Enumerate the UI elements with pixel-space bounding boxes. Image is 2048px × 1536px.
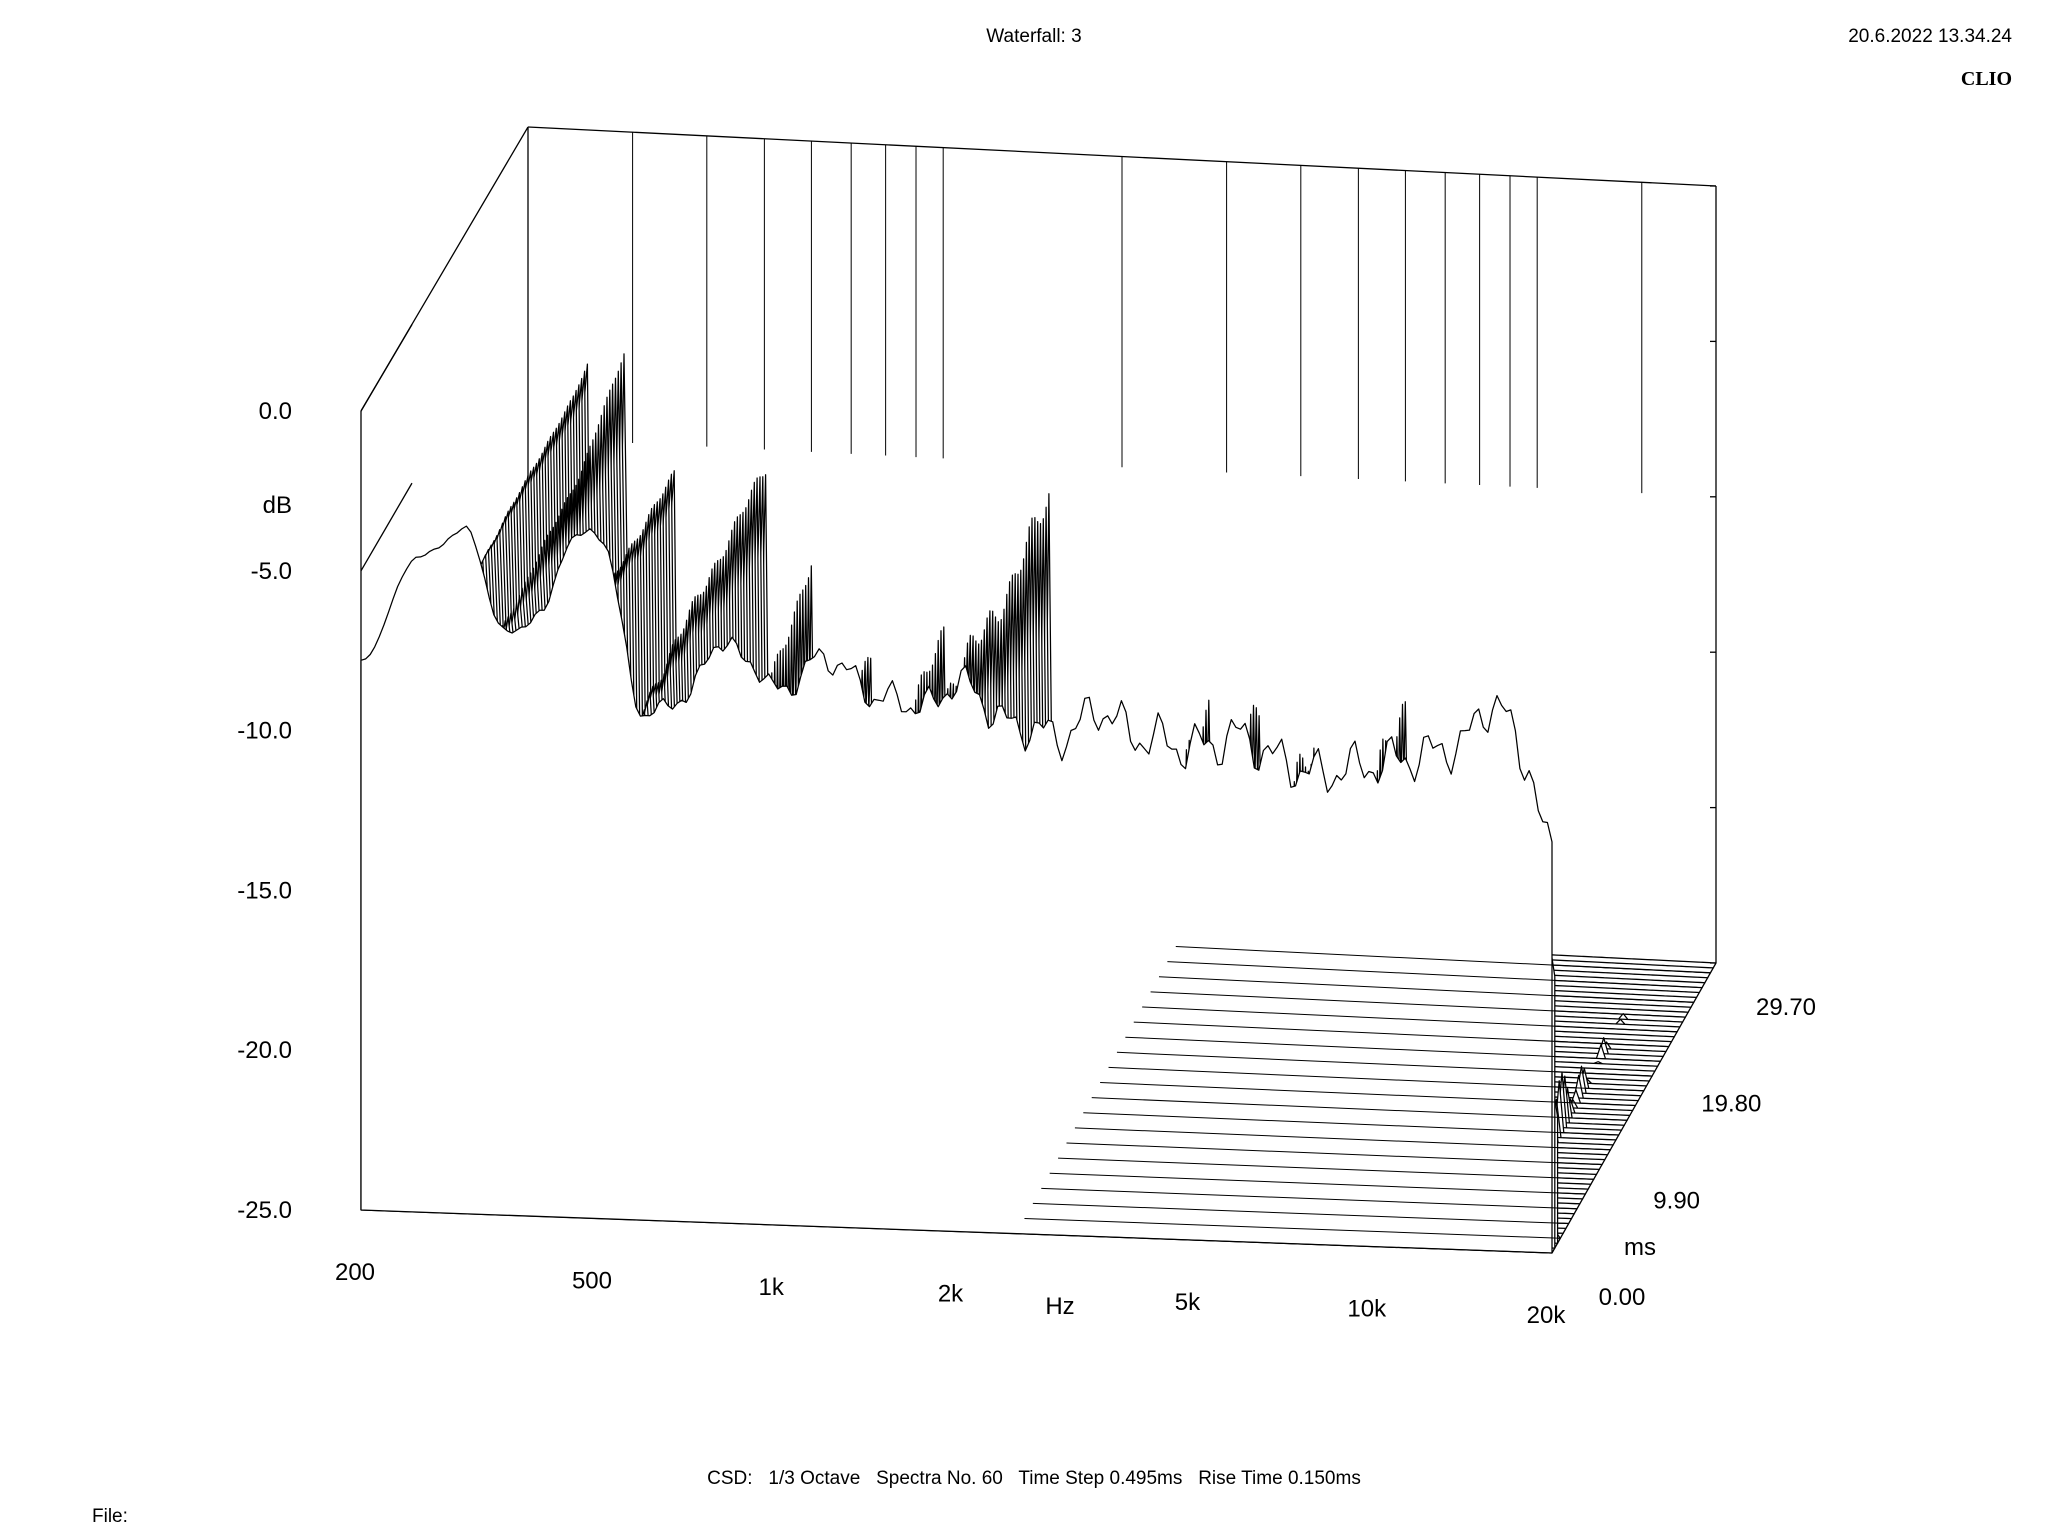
z-tick-label: 29.70 xyxy=(1756,994,1816,1021)
floor-time-line xyxy=(1041,1187,1578,1210)
floor-time-line xyxy=(1024,1218,1561,1239)
floor-time-line xyxy=(1016,1233,1553,1254)
spectrum-trace-0 xyxy=(360,525,1553,1254)
waterfall-spectra xyxy=(360,353,1717,1254)
z-tick-label: 9.90 xyxy=(1653,1187,1700,1214)
floor-time-line xyxy=(1049,1172,1586,1195)
file-label: File: xyxy=(92,1506,128,1527)
x-tick-label: 1k xyxy=(759,1274,785,1301)
clio-logo: CLIO xyxy=(1961,68,2012,90)
floor-time-line xyxy=(1142,1006,1678,1033)
csd-info: CSD: 1/3 Octave Spectra No. 60 Time Step… xyxy=(707,1468,1361,1489)
floor-time-line xyxy=(1066,1142,1603,1166)
y-tick-label: 0.0 xyxy=(259,398,292,425)
datetime-stamp: 20.6.2022 13.34.24 xyxy=(1848,26,2012,47)
y-gridline xyxy=(360,482,413,572)
floor-time-line xyxy=(1108,1066,1644,1092)
y-tick-label: -5.0 xyxy=(251,558,292,585)
x-tick-label: 20k xyxy=(1527,1302,1567,1329)
x-axis-ticks: 200 500 1k 2k 5k 10k 20k xyxy=(335,1259,1566,1329)
floor-time-line xyxy=(1091,1097,1628,1121)
floor-time-line xyxy=(1167,961,1703,989)
y-tick-label: -25.0 xyxy=(237,1197,292,1224)
chart-title: Waterfall: 3 xyxy=(986,26,1081,47)
floor-time-line xyxy=(1100,1082,1636,1107)
floor-time-line xyxy=(1150,991,1686,1018)
floor-time-line xyxy=(1175,946,1711,974)
y-tick-label: -20.0 xyxy=(237,1037,292,1064)
x-tick-label: 2k xyxy=(938,1281,964,1308)
floor-time-line xyxy=(1116,1051,1653,1077)
floor-time-line xyxy=(1158,976,1694,1003)
z-axis-label: ms xyxy=(1624,1234,1656,1261)
floor-time-line xyxy=(1032,1202,1569,1225)
y-tick-label: -10.0 xyxy=(237,718,292,745)
floor-time-line xyxy=(1074,1127,1611,1151)
x-tick-label: 5k xyxy=(1175,1289,1201,1316)
y-tick-label: -15.0 xyxy=(237,877,292,904)
y-axis-ticks: 0.0 -5.0 -10.0 -15.0 -20.0 -25.0 xyxy=(237,398,292,1224)
x-axis-label: Hz xyxy=(1045,1293,1074,1320)
waterfall-floor-grid xyxy=(1016,946,1711,1254)
floor-time-line xyxy=(1058,1157,1594,1180)
floor-right-edge xyxy=(1551,962,1717,1254)
z-tick-label: 0.00 xyxy=(1599,1284,1646,1311)
floor-time-line xyxy=(1083,1112,1619,1136)
x-tick-label: 200 xyxy=(335,1259,375,1286)
y-axis-label: dB xyxy=(263,492,292,519)
y-gridline xyxy=(360,324,413,412)
floor-time-line xyxy=(1125,1036,1661,1062)
x-tick-label: 10k xyxy=(1347,1296,1387,1323)
z-tick-label: 19.80 xyxy=(1701,1091,1761,1118)
x-tick-label: 500 xyxy=(572,1268,612,1295)
floor-time-line xyxy=(1133,1021,1669,1048)
z-axis-ticks: 0.00 9.90 19.80 29.70 xyxy=(1599,994,1816,1311)
